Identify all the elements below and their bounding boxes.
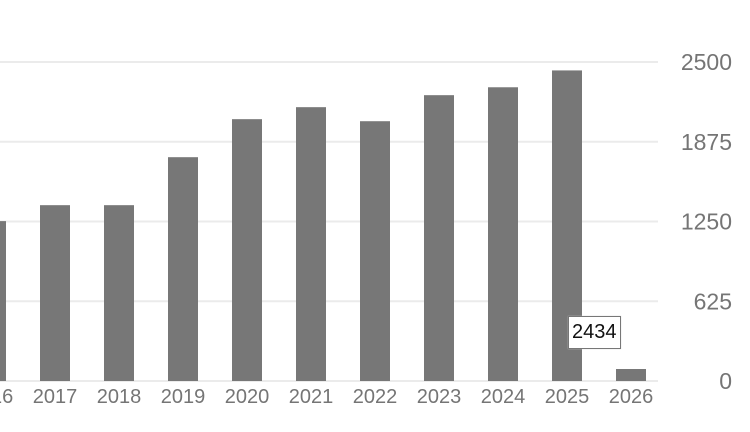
y-tick-label: 1250 xyxy=(681,209,732,235)
bar-2023[interactable] xyxy=(424,95,454,382)
bar-2021[interactable] xyxy=(296,107,326,381)
bar-2022[interactable] xyxy=(360,121,390,382)
x-tick-label: 2026 xyxy=(609,386,654,408)
x-tick-label: 2018 xyxy=(97,386,142,408)
y-tick-label: 0 xyxy=(719,368,732,394)
bar-2017[interactable] xyxy=(40,205,70,381)
bar-2026[interactable] xyxy=(616,369,646,381)
bar-2018[interactable] xyxy=(104,205,134,381)
x-tick-label: 2025 xyxy=(545,386,590,408)
x-tick-label: 2022 xyxy=(353,386,398,408)
x-tick-label: 2023 xyxy=(417,386,462,408)
y-tick-label: 2500 xyxy=(681,49,732,75)
bar-2019[interactable] xyxy=(168,157,198,381)
bar-2024[interactable] xyxy=(488,87,518,381)
x-tick-label: 2020 xyxy=(225,386,270,408)
value-tooltip: 2434 xyxy=(568,316,621,349)
bar-2020[interactable] xyxy=(232,119,262,382)
bar-2016[interactable] xyxy=(0,221,6,381)
y-tick-label: 1875 xyxy=(681,129,732,155)
x-tick-label: 2017 xyxy=(33,386,78,408)
y-tick-label: 625 xyxy=(694,288,732,314)
x-tick-label: 2021 xyxy=(289,386,334,408)
x-tick-label: 2024 xyxy=(481,386,526,408)
x-tick-label: 2016 xyxy=(0,386,13,408)
x-tick-label: 2019 xyxy=(161,386,206,408)
